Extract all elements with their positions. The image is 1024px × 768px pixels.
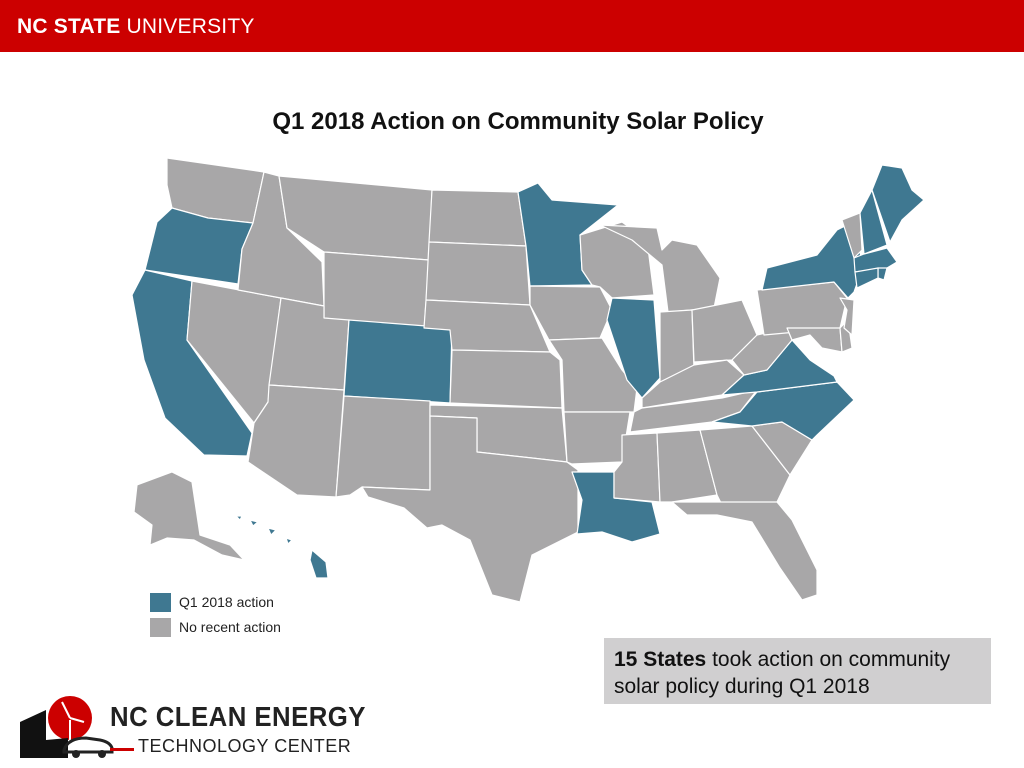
legend-item-none: No recent action [150,617,281,637]
logo-divider [110,748,134,751]
state-NM [335,395,431,498]
legend-swatch-action [150,592,171,612]
state-MO [548,337,638,413]
state-PA [756,281,848,336]
map-title: Q1 2018 Action on Community Solar Policy [272,108,764,135]
logo-line1: NC CLEAN ENERGY [110,701,366,732]
legend-item-action: Q1 2018 action [150,592,281,612]
state-RI [877,267,888,281]
state-KS [449,349,563,409]
brand-bold: NC STATE [17,15,121,38]
state-AL [656,429,718,503]
clean-energy-logo-icon[interactable] [18,688,118,760]
university-logo[interactable]: NC STATE UNIVERSITY [17,15,255,39]
state-NH [859,189,888,255]
state-ME [871,164,925,243]
state-NC [711,381,855,441]
legend-swatch-none [150,617,171,637]
state-IA [529,285,613,341]
state-ND [428,189,527,247]
summary-callout: 15 States took action on community solar… [604,638,991,704]
header-bar: NC STATE UNIVERSITY [0,0,1024,52]
state-NJ [839,297,855,336]
legend-label-action: Q1 2018 action [179,594,274,610]
state-WY [323,251,430,331]
state-VT [841,212,863,259]
state-CO [343,319,453,404]
state-AR [563,411,631,465]
state-HI [235,515,329,579]
callout-count: 15 States [614,648,707,671]
state-MI [599,224,721,313]
state-TN [629,389,758,433]
state-CT [854,267,879,289]
map-legend: Q1 2018 action No recent action [150,592,281,642]
state-TX [361,415,579,603]
us-map [131,157,925,603]
state-SD [425,241,531,306]
logo-line2: TECHNOLOGY CENTER [138,736,352,756]
state-FL [671,501,818,601]
state-AK [133,471,245,561]
legend-label-none: No recent action [179,619,281,635]
callout-text: took action on community solar policy du… [614,648,951,698]
brand-light: UNIVERSITY [126,15,255,38]
